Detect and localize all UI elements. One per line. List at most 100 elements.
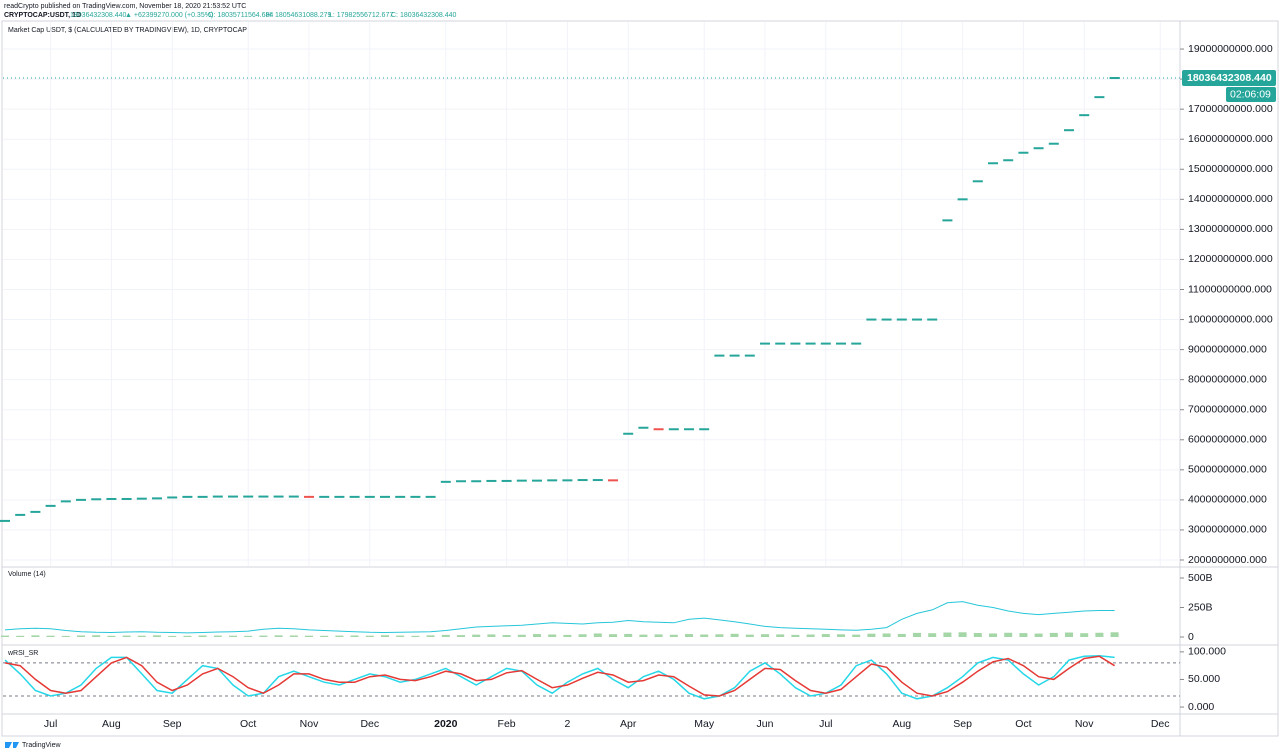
- x-tick-label: 2: [564, 718, 570, 730]
- x-tick-label: Nov: [300, 718, 319, 730]
- volume-bar: [715, 634, 724, 637]
- price-mark: [744, 354, 755, 357]
- price-legend: Market Cap USDT, $ (CALCULATED BY TRADIN…: [8, 27, 247, 34]
- price-mark: [228, 495, 238, 498]
- volume-bar: [61, 635, 70, 637]
- y-tick-label: 5000000000.000: [1188, 464, 1267, 476]
- y-tick-label: 0: [1188, 631, 1194, 643]
- volume-bar: [16, 635, 25, 637]
- volume-bar: [928, 633, 937, 637]
- low: L: 17982556712.677: [329, 12, 393, 19]
- price-mark: [775, 342, 786, 345]
- price-mark: [440, 480, 451, 483]
- y-tick-label: 12000000000.000: [1188, 253, 1273, 265]
- price-mark: [820, 342, 831, 345]
- y-tick-label: 14000000000.000: [1188, 193, 1273, 205]
- price-mark: [1018, 151, 1029, 154]
- volume-bar: [669, 634, 678, 637]
- price-mark: [790, 342, 801, 345]
- y-tick-label: 15000000000.000: [1188, 163, 1273, 175]
- volume-bar: [989, 633, 997, 637]
- price-mark: [410, 495, 421, 498]
- price-mark: [212, 495, 223, 498]
- last-price-box: [1182, 70, 1276, 87]
- price-mark: [896, 318, 907, 321]
- price-mark: [258, 495, 269, 498]
- volume-bar: [274, 635, 283, 637]
- x-tick-label: Jul: [44, 718, 57, 730]
- rsi-legend: wRSI_SR: [7, 650, 38, 657]
- price-mark: [76, 498, 86, 501]
- volume-bar: [244, 635, 253, 637]
- volume-bar: [1, 635, 9, 637]
- volume-bar: [654, 634, 663, 637]
- x-tick-label: May: [694, 718, 715, 730]
- y-tick-label: 7000000000.000: [1188, 403, 1267, 415]
- volume-bar: [1034, 633, 1043, 637]
- price-mark: [364, 495, 375, 498]
- price-mark: [942, 219, 953, 222]
- volume-bar: [624, 633, 633, 637]
- x-tick-label: Jul: [819, 718, 832, 730]
- volume-bar: [685, 634, 693, 637]
- volume-bar: [745, 634, 754, 637]
- price-mark: [562, 479, 573, 482]
- volume-bar: [533, 634, 541, 637]
- x-tick-label: Dec: [360, 718, 379, 730]
- x-tick-label: Apr: [620, 718, 637, 730]
- volume-legend: Volume (14): [8, 571, 46, 578]
- price-mark: [653, 428, 664, 431]
- volume-bar: [198, 635, 207, 637]
- volume-bar: [168, 635, 177, 637]
- price-mark: [714, 354, 725, 357]
- price-mark: [288, 495, 299, 498]
- frame: [1, 20, 1279, 737]
- volume-bar: [396, 635, 405, 637]
- price-mark: [577, 479, 588, 482]
- volume-bar: [578, 634, 587, 637]
- volume-bar: [305, 635, 313, 637]
- price-mark: [349, 495, 360, 498]
- y-tick-label: 8000000000.000: [1188, 373, 1267, 385]
- x-tick-label: Oct: [240, 718, 256, 730]
- volume-bar: [1049, 632, 1058, 637]
- volume-bar: [1095, 632, 1104, 637]
- volume-bar: [441, 634, 450, 637]
- price-mark: [425, 495, 436, 498]
- price-mark: [273, 495, 284, 498]
- volume-bar: [122, 635, 131, 637]
- brand[interactable]: TradingView: [22, 742, 61, 749]
- high: H: 18054631088.279: [266, 12, 331, 19]
- y-tick-label: 6000000000.000: [1188, 434, 1267, 446]
- volume-bar: [289, 635, 298, 637]
- rsi-line: [4, 654, 1115, 700]
- y-tick-label: 10000000000.000: [1188, 313, 1273, 325]
- volume-bar: [761, 634, 769, 637]
- price-mark: [608, 479, 618, 482]
- volume-bar: [183, 635, 192, 637]
- y-tick-label: 19000000000.000: [1188, 43, 1273, 55]
- price-mark: [805, 342, 816, 345]
- open: O: 18035711564.684: [208, 12, 273, 19]
- y-tick-label: 17000000000.000: [1188, 103, 1273, 115]
- price-mark: [836, 342, 846, 345]
- publisher-line: readCrypto published on TradingView.com,…: [4, 3, 246, 10]
- x-tick-label: Aug: [892, 718, 911, 730]
- volume-bar: [806, 634, 815, 637]
- y-tick-label: 0.000: [1188, 701, 1214, 713]
- price-mark: [304, 495, 314, 498]
- price-mark: [167, 496, 178, 499]
- volume-bar: [973, 632, 982, 637]
- price-mark: [319, 495, 330, 498]
- price-mark: [380, 495, 390, 498]
- volume-bar: [259, 635, 268, 637]
- volume-bar: [381, 635, 389, 637]
- price-mark: [532, 479, 542, 482]
- price-mark: [638, 426, 649, 429]
- price-mark: [121, 497, 132, 500]
- price-mark: [957, 198, 968, 201]
- price-mark: [182, 495, 193, 498]
- countdown: 02:06:09: [1230, 88, 1271, 100]
- volume-bar: [502, 634, 511, 637]
- y-tick-label: 100.000: [1188, 646, 1226, 658]
